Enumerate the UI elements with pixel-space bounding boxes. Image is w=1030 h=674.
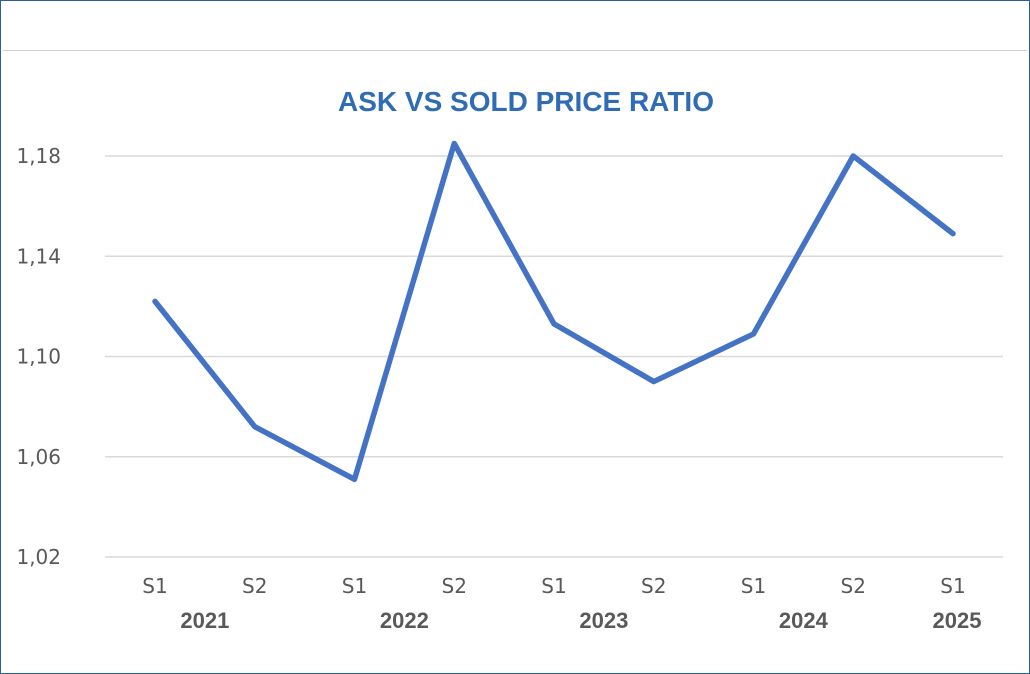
x-axis-tick-labels: S1 S2 S1 S2 S1 S2 S1 S2 S1 [142,574,965,598]
x-axis-year-labels: 2021 2022 2023 2024 2025 [180,608,981,633]
y-tick-label: 1,06 [16,445,61,469]
chart-title: ASK VS SOLD PRICE RATIO [338,86,714,117]
y-tick-label: 1,10 [16,345,61,369]
x-tick-label: S1 [741,574,766,598]
x-tick-label: S2 [442,574,467,598]
series-layer [152,140,956,483]
top-divider [3,50,1027,51]
gridlines [105,155,1003,558]
x-group-label: 2022 [380,608,429,633]
x-tick-label: S1 [142,574,167,598]
x-group-label: 2021 [180,608,229,633]
x-tick-label: S2 [242,574,267,598]
y-tick-label: 1,02 [16,545,61,569]
y-tick-label: 1,14 [16,244,61,268]
x-group-label: 2023 [579,608,628,633]
x-group-label: 2025 [933,608,982,633]
x-tick-label: S1 [541,574,566,598]
x-tick-label: S2 [641,574,666,598]
x-tick-label: S1 [940,574,965,598]
x-group-label: 2024 [779,608,829,633]
x-tick-label: S1 [342,574,367,598]
x-tick-label: S2 [841,574,866,598]
y-tick-label: 1,18 [16,144,61,168]
series-line [152,140,956,483]
y-axis-tick-labels: 1,02 1,06 1,10 1,14 1,18 [16,144,61,569]
